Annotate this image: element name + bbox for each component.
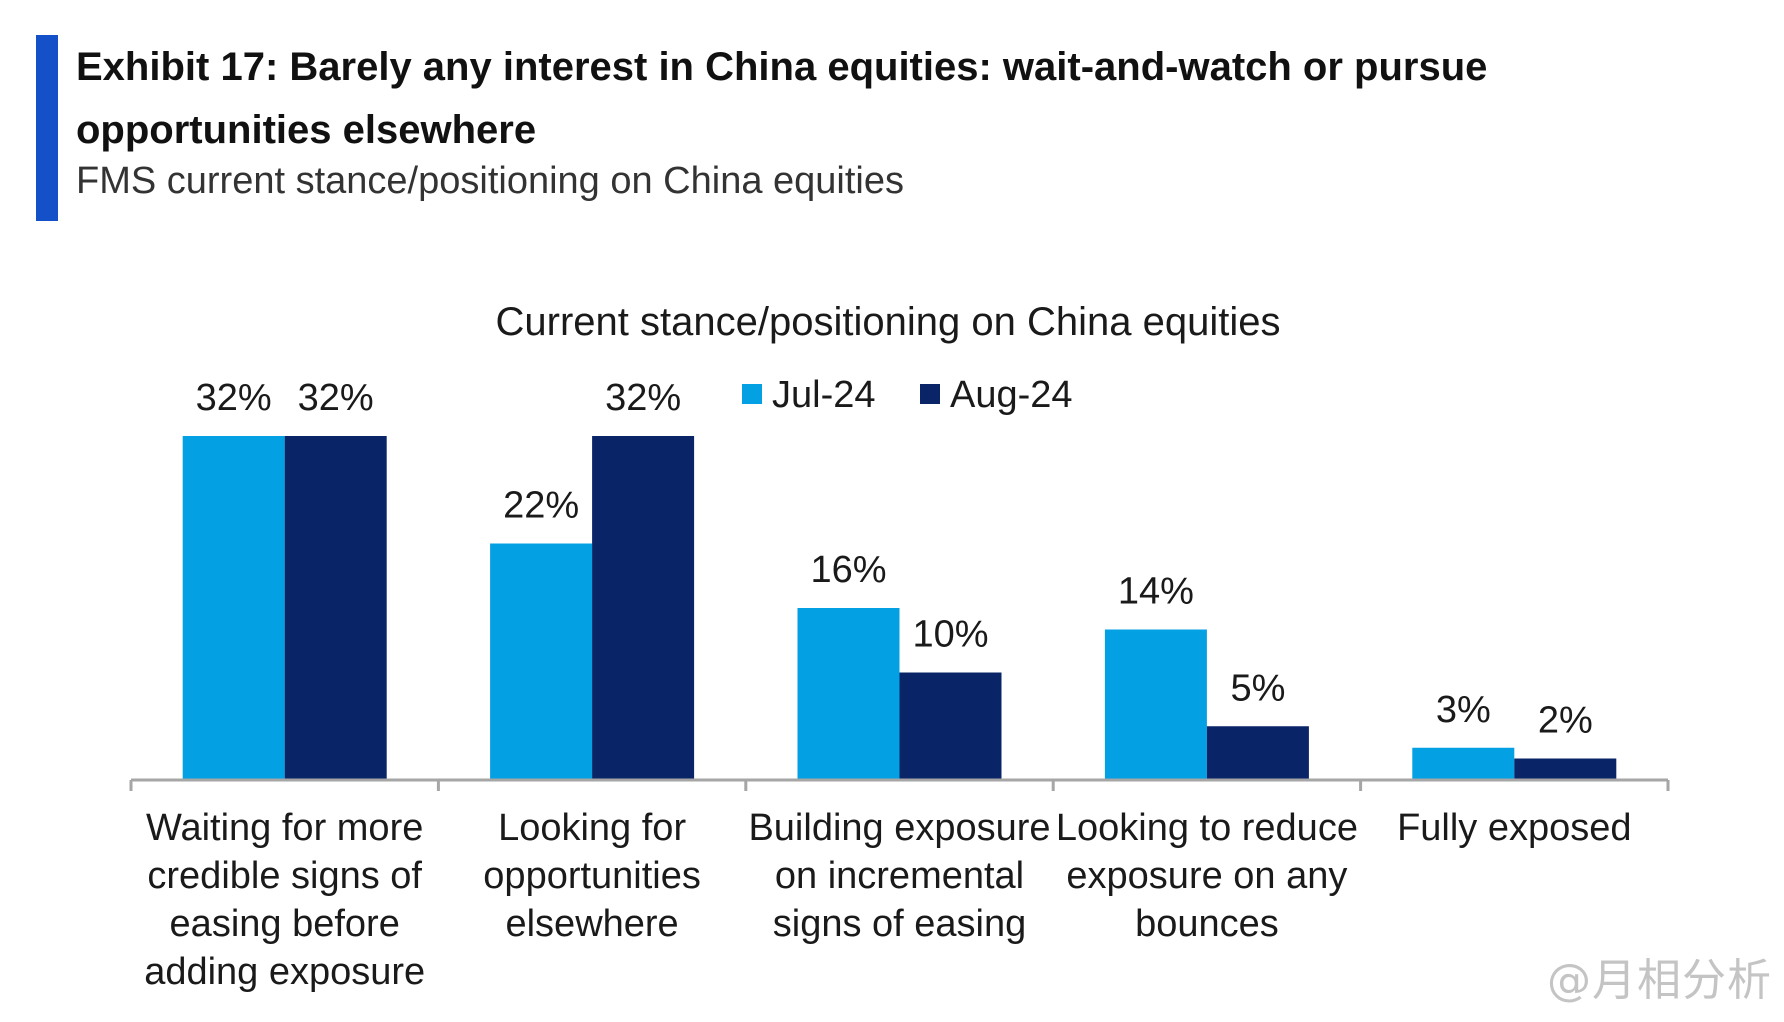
bar-jul-24-3 [1104, 629, 1207, 780]
watermark: @月相分析 [1547, 955, 1772, 1006]
bar-aug-24-1 [592, 436, 695, 780]
bar-aug-24-3 [1206, 726, 1309, 780]
legend: Jul-24 Aug-24 [742, 374, 1073, 416]
data-label-jul-24-0: 32% [196, 377, 272, 419]
data-label-jul-24-2: 16% [810, 549, 886, 591]
bar-aug-24-4 [1514, 758, 1617, 780]
data-label-aug-24-4: 2% [1538, 700, 1593, 742]
x-tick-label-4: Fully exposed [1397, 807, 1631, 849]
data-label-jul-24-4: 3% [1436, 689, 1491, 731]
bar-jul-24-2 [797, 608, 900, 780]
bar-jul-24-0 [182, 436, 285, 780]
x-tick-label-3: Looking to reduce exposure on any bounces [1056, 807, 1358, 945]
legend-swatch-aug-24 [920, 384, 940, 404]
legend-label-jul-24: Jul-24 [772, 374, 876, 416]
x-tick-label-0: Waiting for more credible signs of easing … [144, 807, 425, 993]
data-labels: 32% 22% 16% 14% 3% 32% 32% 10% 5% 2% [196, 377, 1593, 742]
legend-label-aug-24: Aug-24 [950, 374, 1073, 416]
exhibit-title: Exhibit 17: Barely any interest in China… [76, 45, 1488, 152]
data-label-jul-24-3: 14% [1118, 571, 1194, 613]
bar-jul-24-1 [490, 543, 593, 780]
chart-title: Current stance/positioning on China equi… [496, 300, 1281, 344]
bar-aug-24-0 [284, 436, 387, 780]
x-axis: Waiting for more credible signs of easing … [129, 778, 1670, 993]
data-label-aug-24-3: 5% [1230, 667, 1285, 709]
data-label-aug-24-2: 10% [912, 614, 988, 656]
x-tick-label-1: Looking for opportunities elsewhere [483, 807, 701, 945]
data-label-jul-24-1: 22% [503, 485, 579, 527]
legend-swatch-jul-24 [742, 384, 762, 404]
bar-jul-24-4 [1412, 747, 1515, 780]
bars [182, 436, 1617, 780]
data-label-aug-24-1: 32% [605, 377, 681, 419]
accent-bar [36, 35, 58, 221]
data-label-aug-24-0: 32% [298, 377, 374, 419]
x-tick-label-2: Building exposure on incremental signs of … [748, 807, 1050, 945]
exhibit-subtitle: FMS current stance/positioning on China … [76, 160, 905, 202]
bar-aug-24-2 [899, 672, 1002, 780]
